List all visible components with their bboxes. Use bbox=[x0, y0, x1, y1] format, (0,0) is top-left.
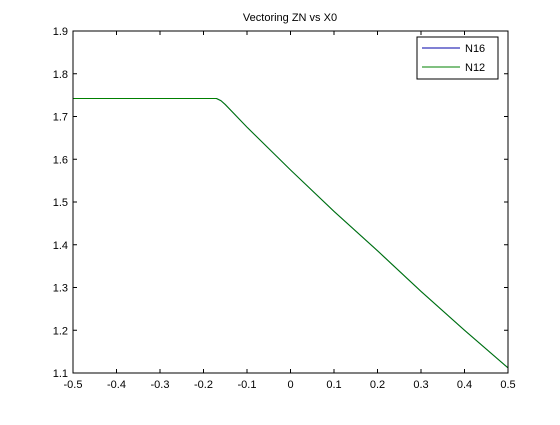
x-tick-label: -0.1 bbox=[238, 379, 257, 391]
plot-area bbox=[73, 31, 508, 373]
legend-label: N12 bbox=[465, 62, 485, 74]
y-tick-label: 1.8 bbox=[53, 69, 68, 81]
x-tick-label: 0.2 bbox=[370, 379, 385, 391]
x-tick-label: -0.4 bbox=[107, 379, 126, 391]
x-tick-label: 0.1 bbox=[326, 379, 341, 391]
x-tick-label: 0 bbox=[287, 379, 293, 391]
y-tick-label: 1.4 bbox=[53, 240, 68, 252]
y-tick-label: 1.5 bbox=[53, 197, 68, 209]
y-tick-label: 1.6 bbox=[53, 154, 68, 166]
tick-layer: -0.5 -0.4 -0.3 -0.2 -0.1 0 0.1 0.2 0.3 0.4 0.5 1.1 1… bbox=[53, 26, 516, 391]
plot-frame bbox=[72, 30, 509, 374]
y-tick-label: 1.2 bbox=[53, 325, 68, 337]
y-tick-label: 1.9 bbox=[53, 26, 68, 38]
y-tick-label: 1.1 bbox=[53, 368, 68, 380]
x-tick-label: -0.3 bbox=[151, 379, 170, 391]
x-tick-label: 0.4 bbox=[457, 379, 472, 391]
x-tick-label: 0.3 bbox=[413, 379, 428, 391]
legend: N16 N12 bbox=[416, 36, 499, 80]
x-tick-label: 0.5 bbox=[500, 379, 515, 391]
legend-label: N16 bbox=[465, 43, 485, 55]
series-layer bbox=[73, 98, 509, 369]
y-tick-label: 1.7 bbox=[53, 112, 68, 124]
x-tick-label: -0.2 bbox=[194, 379, 213, 391]
series-line-n12 bbox=[73, 98, 509, 369]
x-tick-label: -0.5 bbox=[64, 379, 83, 391]
chart-title: Vectoring ZN vs X0 bbox=[243, 12, 337, 24]
legend-box bbox=[416, 36, 499, 80]
y-tick-label: 1.3 bbox=[53, 283, 68, 295]
